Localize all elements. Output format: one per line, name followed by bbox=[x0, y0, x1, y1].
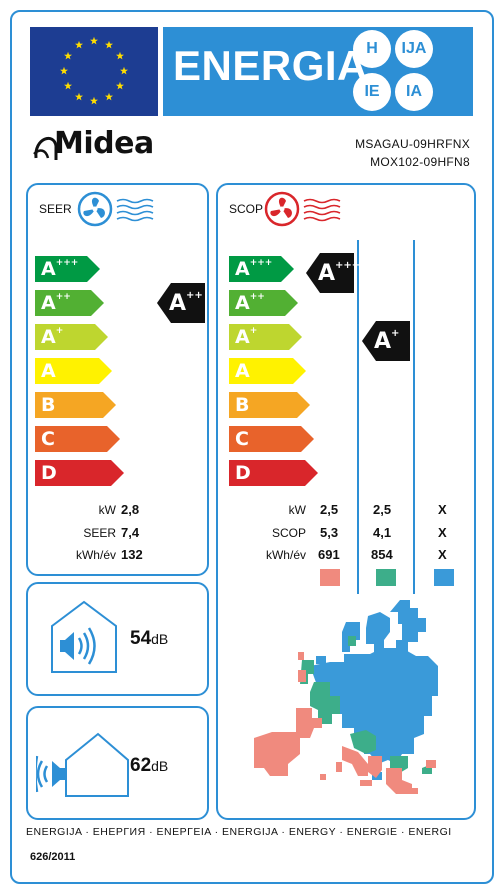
scop-class-label-2: A+ bbox=[235, 325, 258, 348]
scop-class-label-1: A++ bbox=[235, 291, 265, 314]
seer-class-arrow-0: A+++ bbox=[35, 256, 101, 282]
heating-fan-icon bbox=[264, 191, 341, 227]
scop-rating-average-badge: A+ bbox=[362, 321, 410, 361]
scop-title: SCOP bbox=[229, 202, 264, 216]
seer-class-arrow-5: C bbox=[35, 426, 121, 452]
scop-class-arrow-0: A+++ bbox=[229, 256, 295, 282]
cool-kwh-label: kWh/év bbox=[75, 548, 116, 562]
lang-badge-h: H bbox=[353, 30, 391, 68]
energia-title: ENERGIA bbox=[173, 42, 368, 89]
scop-rating-warmer-text: A+++ bbox=[318, 259, 361, 286]
europe-climate-map bbox=[254, 600, 438, 794]
footer-languages: ENERGIJA · ЕНЕРГИЯ · ΕΝΕΡΓΕΙΑ · ENERGIJA… bbox=[26, 826, 452, 838]
lang-badge-ia: IA bbox=[395, 73, 433, 111]
eu-star-icon bbox=[90, 96, 98, 105]
brand-name: Midea bbox=[54, 126, 154, 161]
heat-kw-label: kW bbox=[288, 503, 306, 517]
warmer-scop-value: 5,3 bbox=[320, 525, 339, 540]
seer-class-label-1: A++ bbox=[41, 291, 71, 314]
scop-class-label-0: A+++ bbox=[235, 257, 273, 280]
seer-rating-badge: A++ bbox=[157, 283, 205, 323]
warmer-zone-swatch bbox=[320, 569, 340, 586]
cool-kw-value: 2,8 bbox=[121, 502, 140, 517]
eu-star-icon bbox=[90, 36, 98, 45]
eu-star-icon bbox=[64, 51, 73, 60]
seer-class-label-3: A bbox=[41, 360, 56, 382]
eu-star-icon bbox=[75, 40, 83, 49]
average-zone-swatch bbox=[376, 569, 396, 586]
lang-badge-ie: IE bbox=[353, 73, 391, 111]
colder-scop-value: X bbox=[438, 525, 447, 540]
colder-kw-value: X bbox=[438, 502, 447, 517]
eu-star-icon bbox=[115, 81, 124, 90]
average-kwh-value: 854 bbox=[371, 547, 393, 562]
cool-kw-label: kW bbox=[98, 503, 116, 517]
scop-class-label-6: D bbox=[235, 462, 251, 484]
seer-class-arrow-2: A+ bbox=[35, 324, 109, 350]
seer-title: SEER bbox=[39, 202, 72, 216]
seer-class-arrow-1: A++ bbox=[35, 290, 105, 316]
seer-class-label-0: A+++ bbox=[41, 257, 79, 280]
outdoor-noise-value: 62dB bbox=[130, 755, 169, 776]
model-outdoor: MOX102-09HFN8 bbox=[370, 155, 470, 169]
warmer-kwh-value: 691 bbox=[318, 547, 340, 562]
scop-class-arrow-1: A++ bbox=[229, 290, 299, 316]
eu-star-icon bbox=[115, 51, 124, 60]
eu-star-icon bbox=[120, 66, 128, 75]
seer-class-arrow-4: B bbox=[35, 392, 117, 418]
seer-class-label-4: B bbox=[41, 394, 56, 416]
lang-badge-ija: IJA bbox=[395, 30, 433, 68]
zone-divider-2 bbox=[413, 240, 415, 594]
warmer-kw-value: 2,5 bbox=[320, 502, 339, 517]
seer-class-arrow-3: A bbox=[35, 358, 113, 384]
seer-class-label-5: C bbox=[41, 428, 55, 450]
eu-flag-icon bbox=[30, 27, 158, 116]
seer-value: 7,4 bbox=[121, 525, 140, 540]
regulation-number: 626/2011 bbox=[30, 851, 76, 863]
scop-class-arrow-2: A+ bbox=[229, 324, 303, 350]
seer-label: SEER bbox=[83, 526, 116, 540]
colder-zone-swatch bbox=[434, 569, 454, 586]
indoor-noise-panel bbox=[26, 582, 209, 696]
eu-star-icon bbox=[75, 92, 83, 101]
scop-class-arrow-3: A bbox=[229, 358, 307, 384]
seer-class-arrow-6: D bbox=[35, 460, 125, 486]
scop-class-arrow-6: D bbox=[229, 460, 319, 486]
outdoor-noise-icon bbox=[36, 732, 129, 797]
scop-class-label-3: A bbox=[235, 360, 250, 382]
model-indoor: MSAGAU-09HRFNX bbox=[355, 137, 470, 151]
eu-star-icon bbox=[105, 40, 113, 49]
colder-kwh-value: X bbox=[438, 547, 447, 562]
average-scop-value: 4,1 bbox=[373, 525, 392, 540]
zone-divider-1 bbox=[357, 240, 359, 594]
eu-star-icon bbox=[105, 92, 113, 101]
cooling-fan-icon bbox=[77, 191, 154, 227]
cool-kwh-value: 132 bbox=[121, 547, 143, 562]
seer-class-label-6: D bbox=[41, 462, 57, 484]
heat-kwh-label: kWh/év bbox=[265, 548, 306, 562]
eu-star-icon bbox=[64, 81, 73, 90]
outdoor-noise-panel bbox=[26, 706, 209, 820]
seer-rating-text: A++ bbox=[169, 289, 203, 316]
indoor-noise-value: 54dB bbox=[130, 628, 169, 649]
scop-class-arrow-4: B bbox=[229, 392, 311, 418]
scop-class-label-5: C bbox=[235, 428, 249, 450]
scop-rating-warmer-badge: A+++ bbox=[306, 253, 360, 293]
indoor-noise-icon bbox=[51, 600, 117, 673]
midea-logo-icon bbox=[33, 136, 58, 160]
scop-rating-average-text: A+ bbox=[374, 327, 400, 354]
scop-class-arrow-5: C bbox=[229, 426, 315, 452]
seer-class-label-2: A+ bbox=[41, 325, 64, 348]
scop-label: SCOP bbox=[271, 526, 306, 540]
average-kw-value: 2,5 bbox=[373, 502, 392, 517]
eu-star-icon bbox=[60, 66, 68, 75]
scop-class-label-4: B bbox=[235, 394, 250, 416]
